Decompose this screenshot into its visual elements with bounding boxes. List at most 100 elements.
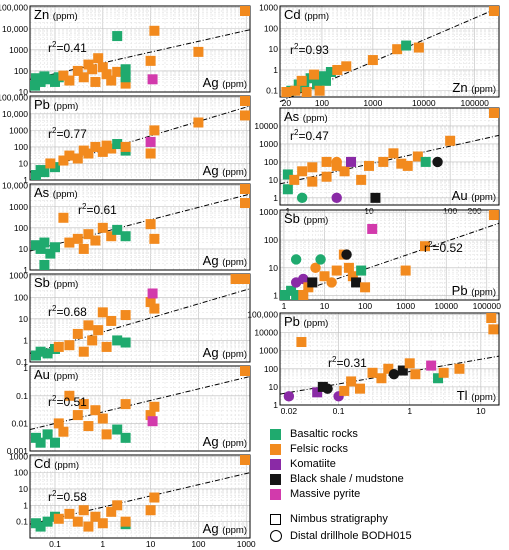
r-squared-value: =0.51 [56,395,87,409]
y-tick-label: 10000 [254,328,278,338]
data-point-basaltic [312,79,323,90]
data-point-pyrite [147,416,158,427]
trend-line [279,134,500,185]
data-point-felsic [396,158,407,169]
r-squared-value: =0.47 [298,129,329,143]
data-point-felsic [120,310,131,321]
data-point-felsic [83,229,94,240]
r-squared-exponent: 2 [82,202,87,211]
data-point-felsic [326,277,337,288]
data-point-felsic [240,6,250,16]
y-axis-unit: (ppm) [54,279,79,290]
data-point-felsic [72,328,83,339]
data-point-felsic [87,64,98,75]
data-point-felsic [97,307,108,318]
legend-item-nimbus: Nimbus stratigraphy [270,512,388,526]
y-tick-label: 0.1 [266,86,278,96]
x-tick-label: 100 [443,206,457,216]
data-point-felsic [53,418,64,429]
y-tick-label: 1000 [259,3,278,13]
data-point-basaltic [112,139,123,150]
x-axis-label: Pb (ppm) [452,283,496,298]
data-point-felsic [145,505,156,516]
data-point-felsic [58,70,69,81]
plot-frame [279,209,500,301]
data-point-felsic [97,62,108,73]
y-tick-label: 100 [14,223,28,233]
y-axis-label: Cd (ppm) [34,456,79,471]
y-tick-label: 1 [23,175,28,185]
x-tick-label: 1000 [237,539,256,549]
x-tick-label: 20 [282,98,292,108]
data-point-felsic [112,500,123,511]
y-tick-label: 100,000 [247,309,278,319]
r-squared-exponent: 2 [428,240,433,249]
data-point-felsic [149,233,160,244]
data-point-felsic [346,376,357,387]
data-point-basaltic [120,432,131,443]
data-point-felsic [53,341,64,352]
data-point-basaltic [39,260,50,270]
data-point-pyrite [147,74,158,85]
legend-label-komatiite: Komatiite [290,458,336,470]
plot-frame [279,312,500,406]
legend-swatch-felsic [270,443,281,455]
data-point-basaltic [30,80,40,91]
y-tick-label: 10000 [254,121,278,131]
data-point-felsic [64,237,75,248]
data-point-felsic [93,53,104,64]
data-point-felsic [72,410,83,421]
data-point-felsic [120,516,131,527]
data-point-felsic [331,156,342,168]
open-square-icon [270,513,281,525]
x-axis-label: Ag (ppm) [203,345,247,360]
data-point-felsic [402,160,413,171]
data-point-basaltic [42,516,53,527]
data-point-felsic [72,153,83,164]
data-point-felsic [112,66,123,77]
r-squared-value: =0.93 [298,43,329,57]
legend-item-basaltic: Basaltic rocks [270,427,358,441]
r-squared-value: =0.41 [56,41,87,55]
data-point-basaltic [401,40,412,51]
x-tick-label: 100 [191,539,205,549]
legend-item-pyrite: Massive pyrite [270,487,360,501]
data-point-felsic [193,46,204,57]
data-point-felsic [240,184,250,194]
data-point-felsic [106,231,117,242]
legend-swatch-shale [270,473,281,485]
data-point-pyrite [147,288,158,299]
y-tick-label: 10 [19,484,29,494]
legend-label-nimbus: Nimbus stratigraphy [290,513,388,525]
data-point-basaltic [112,31,123,42]
plot-frame [29,5,251,93]
y-tick-label: 1 [273,400,278,410]
r-squared-exponent: 2 [294,42,299,51]
data-point-basaltic [282,169,293,180]
data-point-felsic [486,313,497,323]
data-point-felsic [383,363,394,374]
data-point-felsic [83,148,94,159]
legend-label-basaltic: Basaltic rocks [290,428,358,440]
y-tick-label: 0.1 [16,357,28,367]
y-axis-unit: (ppm) [304,215,329,226]
trend-line [29,288,251,354]
data-point-felsic [72,516,83,527]
data-point-felsic [64,340,75,351]
x-tick-label: 10 [146,539,156,549]
data-point-felsic [78,399,89,410]
data-point-felsic [240,366,250,376]
data-point-basaltic [35,346,46,357]
data-point-felsic [149,25,160,36]
y-axis-unit: (ppm) [53,189,78,200]
data-point-felsic [307,162,318,173]
data-point-shale [322,383,333,394]
data-point-komatiite [312,387,323,398]
r-squared-value: =0.31 [336,356,367,370]
data-point-felsic [240,274,250,284]
x-tick-label: 0.1 [333,406,345,416]
panel-cd-vs-zn: 0.1 1 10 100 1000 20 100 1000 10000 100000 Cd (ppm… [259,3,500,108]
data-point-felsic [106,75,117,86]
y-tick-label: 100 [14,292,28,302]
r-squared-exponent: 2 [52,40,57,49]
